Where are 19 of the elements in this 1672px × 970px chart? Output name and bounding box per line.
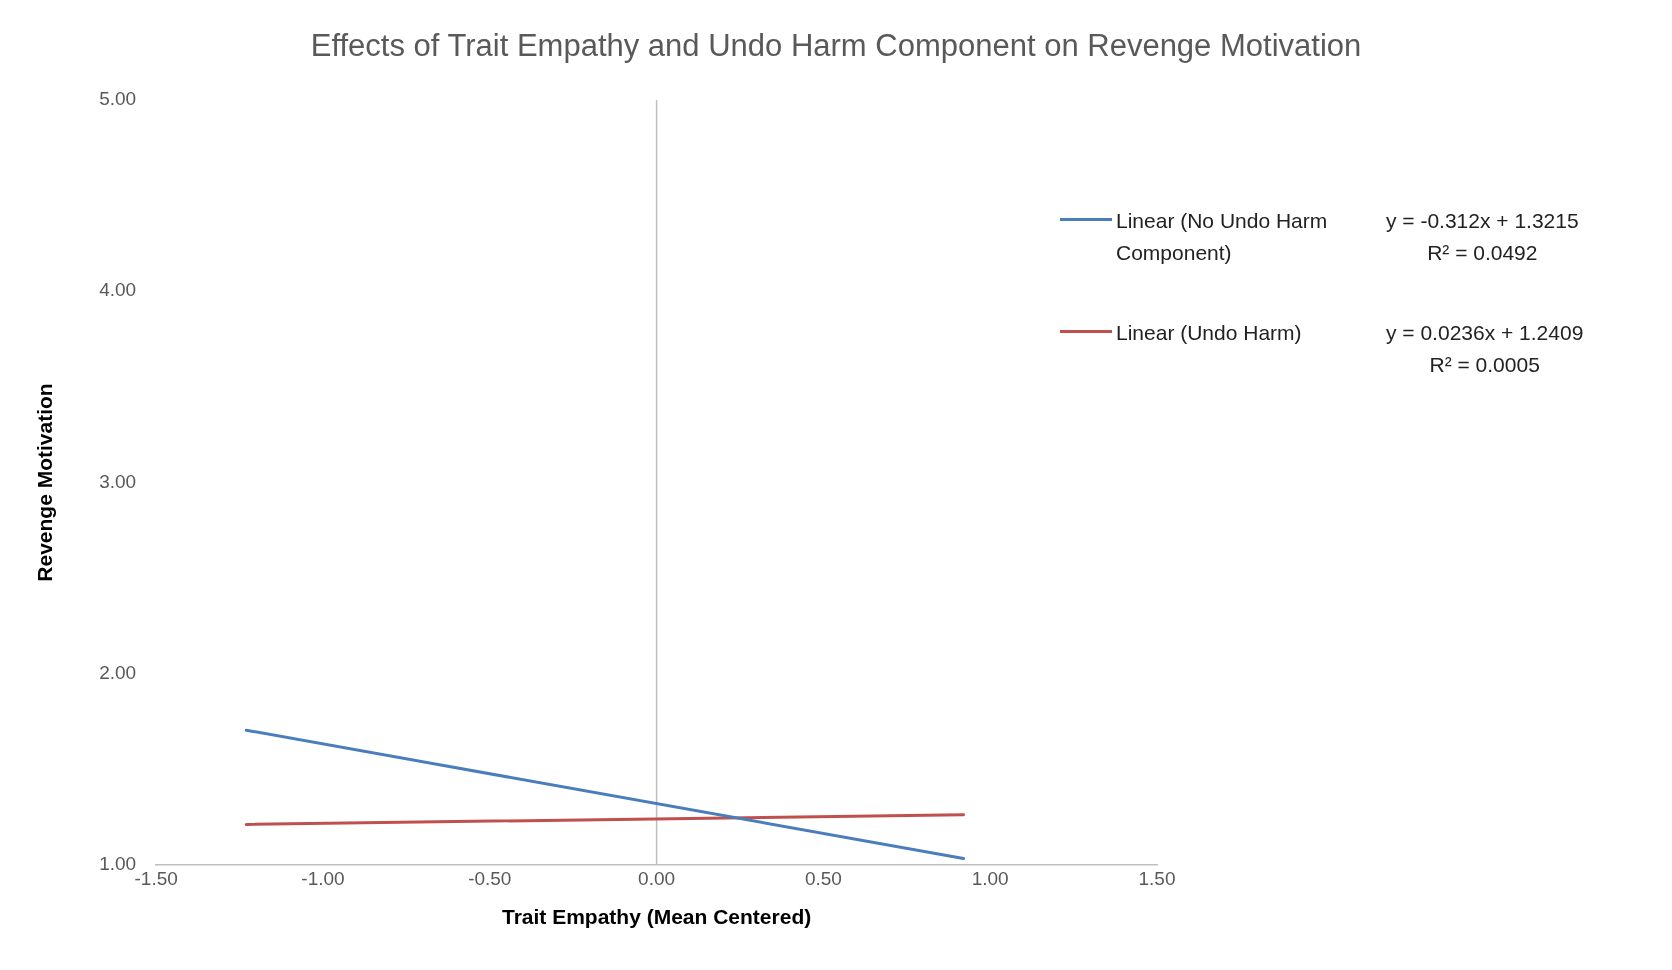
text: y = 0.0236x + 1.2409 R² = 0.0005: [1386, 320, 1584, 378]
x-tick-label: 1.00: [971, 867, 1009, 889]
text: y = -0.312x + 1.3215 R² = 0.0492: [1386, 208, 1579, 266]
y-tick-label: 2.00: [99, 661, 137, 683]
y-tick-label: 1.00: [99, 853, 137, 875]
x-tick-label: 1.50: [1138, 867, 1176, 889]
x-tick-label: -1.50: [134, 867, 178, 889]
x-axis-title: Trait Empathy (Mean Centered): [501, 905, 812, 929]
legend-label: Linear (No Undo Harm Component): [1116, 208, 1329, 266]
x-tick-label: 0.50: [804, 867, 842, 889]
y-axis-title: Revenge Motivation: [33, 383, 57, 582]
x-tick-label: -1.00: [301, 867, 345, 889]
y-tick-label: 3.00: [99, 470, 137, 492]
chart-title: Effects of Trait Empathy and Undo Harm Component on Revenge Motivation: [309, 28, 1363, 64]
x-tick-label: -0.50: [468, 867, 512, 889]
legend-label: Linear (Undo Harm): [1116, 320, 1303, 346]
y-tick-label: 4.00: [99, 279, 137, 301]
y-tick-label: 5.00: [99, 88, 137, 110]
x-tick-label: 0.00: [638, 867, 676, 889]
